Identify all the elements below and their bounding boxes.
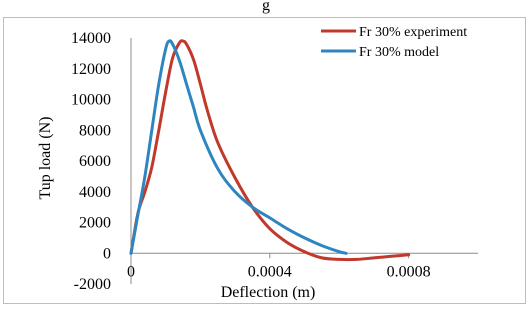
y-tick-label: 2000 — [79, 215, 111, 232]
legend-label: Fr 30% experiment — [359, 25, 467, 40]
y-tick-label: 8000 — [79, 122, 111, 139]
y-tick-labels: -2000 0 2000 4000 6000 8000 10000 12000 14000 — [71, 30, 111, 293]
legend: Fr 30% experiment Fr 30% model — [321, 25, 467, 60]
x-tick-label: 0 — [127, 263, 135, 280]
chart-border — [3, 17, 526, 304]
x-tick-labels: 0 0.0004 0.0008 — [127, 253, 431, 280]
x-tick-label: 0.0008 — [387, 263, 431, 280]
y-tick-label: 12000 — [71, 61, 111, 78]
y-tick-label: 6000 — [79, 153, 111, 170]
y-tick-label: 14000 — [71, 30, 111, 47]
series-line-model — [129, 39, 348, 255]
y-tick-label: 10000 — [71, 92, 111, 109]
caption-fragment: g — [262, 0, 270, 14]
series-lines — [129, 39, 411, 262]
series-line-experiment — [129, 39, 411, 262]
y-tick-label: -2000 — [74, 276, 111, 293]
y-tick-label: 0 — [103, 245, 111, 262]
y-tick-label: 4000 — [79, 184, 111, 201]
x-axis-title: Deflection (m) — [221, 284, 316, 301]
legend-label: Fr 30% model — [359, 45, 439, 60]
y-axis-title: Tup load (N) — [37, 117, 54, 200]
x-tick-label: 0.0004 — [248, 263, 292, 280]
